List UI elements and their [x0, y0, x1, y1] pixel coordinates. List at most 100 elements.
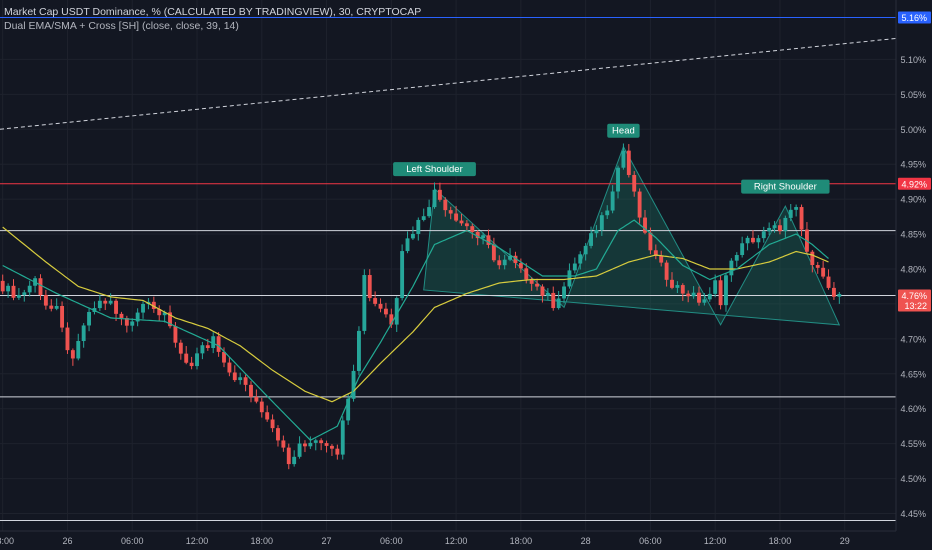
candle-up [76, 341, 81, 359]
candle-down [276, 428, 280, 441]
candle-up [97, 300, 102, 309]
candle-down [486, 235, 491, 245]
candle-down [60, 305, 65, 328]
candle-down [38, 278, 43, 295]
candle-down [826, 276, 831, 288]
candle-up [740, 243, 745, 256]
candle-up [421, 216, 426, 220]
candle-down [437, 189, 442, 200]
time-axis[interactable]: 18:00 26 06:00 12:00 18:00 27 06:00 12:00 18:00 2… [0, 536, 850, 546]
candle-up [238, 377, 243, 381]
candle-down [367, 275, 372, 299]
price-tick-label: 5.05% [900, 90, 926, 100]
candle-down [281, 440, 286, 448]
time-tick-label: 06:00 [639, 536, 662, 546]
candle-down [232, 372, 237, 381]
candle-down [524, 268, 529, 280]
time-tick-label: 18:00 [769, 536, 792, 546]
candle-down [664, 262, 669, 280]
price-tick-label: 4.80% [900, 264, 926, 274]
price-tick-label: 4.65% [900, 369, 926, 379]
time-tick-label: 12:00 [704, 536, 727, 546]
price-tick-label: 4.95% [900, 160, 926, 170]
candle-up [562, 286, 566, 299]
candle-down [324, 443, 329, 446]
candle-up [200, 345, 205, 354]
time-tick-label: 18:00 [251, 536, 274, 546]
candle-down [831, 287, 836, 297]
candle-up [589, 233, 593, 246]
candle-down [270, 419, 275, 429]
pattern-labels: Left Shoulder Head Right Shoulder [393, 123, 830, 194]
candle-down [49, 305, 54, 309]
candle-up [297, 443, 302, 457]
candle-up [594, 229, 599, 234]
indicator-legend: Dual EMA/SMA + Cross [SH] (close, close,… [4, 20, 239, 32]
candle-down [643, 217, 647, 233]
candle-up [545, 292, 550, 296]
candle-up [691, 292, 696, 297]
candle-up [81, 325, 86, 342]
candle-up [572, 263, 577, 271]
candle-down [65, 327, 70, 351]
pattern-label-box [393, 162, 476, 177]
candle-down [151, 301, 156, 309]
candle-down [11, 285, 16, 298]
candle-up [108, 300, 113, 304]
candle-down [259, 401, 264, 413]
candle-down [205, 345, 210, 349]
candle-down [335, 448, 340, 455]
candle-up [313, 440, 318, 443]
candle-down [751, 237, 755, 243]
price-tick-label: 4.70% [900, 334, 926, 344]
candle-up [621, 150, 626, 168]
candle-up [734, 255, 739, 261]
candle-down [227, 362, 232, 373]
time-axis-panel[interactable] [0, 531, 932, 550]
candle-up [508, 255, 513, 260]
price-tick-label: 5.00% [900, 125, 926, 135]
candle-down [319, 440, 324, 444]
candle-up [481, 235, 486, 239]
pattern-label: Left Shoulder [406, 164, 463, 175]
candle-up [761, 231, 766, 239]
time-tick-label: 27 [322, 536, 332, 546]
candle-down [254, 396, 259, 402]
candle-up [400, 251, 405, 299]
candle-up [599, 215, 604, 230]
candle-down [383, 308, 388, 315]
time-tick-label: 29 [840, 536, 850, 546]
candle-up [416, 219, 421, 234]
candle-down [43, 294, 48, 306]
candle-up [351, 370, 356, 399]
candle-down [821, 267, 826, 277]
candle-up [767, 227, 772, 232]
price-axis-panel[interactable] [896, 0, 932, 531]
candle-down [189, 362, 194, 367]
candle-down [222, 351, 226, 363]
candle-down [470, 226, 475, 232]
candle-down [459, 220, 464, 224]
price-tick-label: 4.90% [900, 195, 926, 205]
time-tick-label: 12:00 [445, 536, 468, 546]
dashed-trendline [0, 37, 897, 130]
candle-up [788, 209, 793, 218]
candle-down [497, 260, 502, 266]
candle-down [103, 300, 108, 304]
candle-up [702, 299, 707, 303]
last-value-line-badge-label: 5.16% [901, 13, 927, 23]
current-price-line-badge [898, 289, 931, 312]
candle-down [648, 232, 653, 251]
candle-down [70, 350, 75, 359]
candle-up [783, 217, 788, 232]
candle-up [356, 330, 361, 371]
candle-down [810, 251, 815, 266]
ema-fast-line [2, 219, 829, 441]
candle-up [729, 260, 734, 276]
candle-down [0, 280, 5, 292]
price-tick-label: 5.10% [900, 55, 926, 65]
candle-up [292, 456, 297, 465]
moving-averages [2, 219, 829, 441]
candle-up [556, 298, 561, 309]
